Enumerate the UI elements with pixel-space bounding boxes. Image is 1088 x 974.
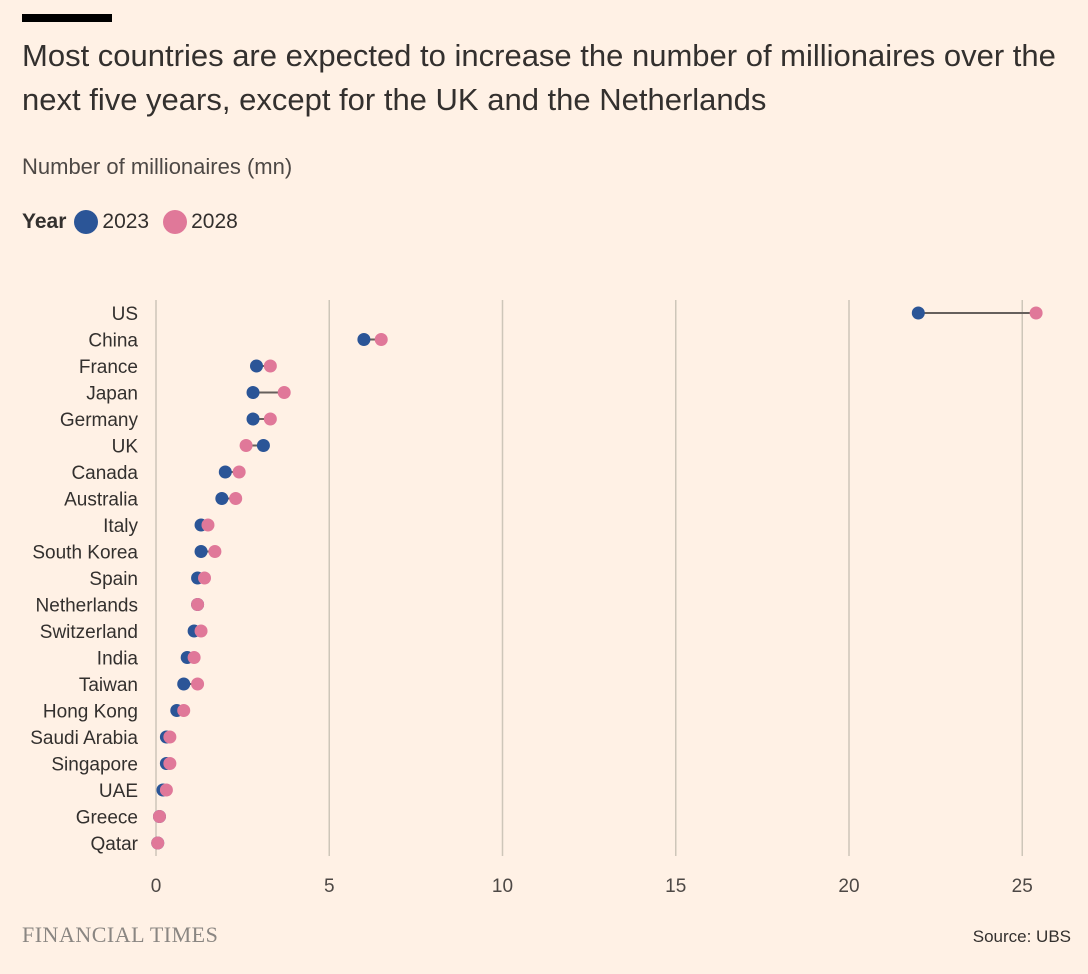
legend-swatch-2028 (163, 210, 188, 234)
point-2028-uk (239, 439, 253, 452)
legend: Year 2023 2028 (22, 210, 252, 234)
point-2028-germany (263, 412, 277, 426)
point-2028-greece (152, 810, 166, 823)
chart-subtitle: Number of millionaires (mn) (22, 154, 293, 179)
point-2023-canada (218, 465, 232, 479)
y-label-qatar: Qatar (90, 834, 138, 855)
x-tick-label: 10 (492, 876, 513, 897)
y-label-saudi-arabia: Saudi Arabia (30, 728, 138, 749)
point-2023-france (249, 359, 263, 373)
point-2028-australia (229, 492, 243, 505)
x-tick-label: 15 (665, 876, 686, 897)
source-note: Source: UBS (972, 927, 1071, 946)
point-2023-japan (246, 386, 260, 399)
y-label-greece: Greece (76, 808, 138, 829)
point-2028-switzerland (194, 624, 208, 638)
point-2028-italy (201, 518, 215, 532)
y-label-germany: Germany (60, 410, 139, 431)
point-2028-india (187, 651, 201, 664)
point-2028-taiwan (191, 677, 205, 691)
y-label-canada: Canada (71, 463, 138, 484)
chart-title: Most countries are expected to increase … (22, 38, 1056, 117)
y-label-india: India (97, 649, 139, 670)
y-label-netherlands: Netherlands (36, 596, 138, 617)
point-2023-taiwan (177, 677, 191, 691)
y-label-us: US (112, 304, 138, 325)
y-label-china: China (88, 331, 138, 352)
y-label-hong-kong: Hong Kong (43, 702, 138, 723)
y-label-uk: UK (112, 437, 139, 458)
x-tick-label: 5 (324, 876, 335, 897)
point-2028-south-korea (208, 545, 222, 558)
point-2028-france (263, 359, 277, 373)
point-2028-netherlands (191, 598, 205, 611)
point-2028-singapore (163, 757, 177, 770)
point-2028-qatar (151, 836, 165, 850)
point-2028-spain (198, 571, 212, 585)
ft-logo: FINANCIAL TIMES (22, 922, 219, 947)
legend-swatch-2023 (74, 210, 99, 234)
y-label-japan: Japan (86, 384, 138, 405)
y-label-uae: UAE (99, 781, 138, 802)
point-2028-china (374, 333, 388, 346)
point-2028-uae (159, 783, 173, 797)
y-label-singapore: Singapore (51, 755, 138, 776)
point-2023-uk (256, 439, 270, 452)
header-rule (22, 14, 112, 22)
y-label-france: France (79, 357, 138, 378)
point-2028-us (1029, 306, 1043, 320)
point-2023-us (911, 306, 925, 320)
point-2028-saudi-arabia (163, 730, 177, 744)
legend-label-2028: 2028 (191, 210, 238, 233)
point-2023-australia (215, 492, 229, 505)
point-2023-germany (246, 412, 260, 426)
point-2028-hong-kong (177, 704, 191, 717)
y-label-taiwan: Taiwan (79, 675, 138, 696)
legend-label-2023: 2023 (102, 210, 150, 233)
y-label-south-korea: South Korea (32, 543, 138, 564)
y-label-australia: Australia (64, 490, 138, 511)
y-label-italy: Italy (103, 516, 138, 537)
point-2023-south-korea (194, 545, 208, 558)
x-tick-label: 0 (151, 876, 162, 897)
point-2028-canada (232, 465, 246, 479)
legend-title: Year (22, 210, 67, 233)
y-label-spain: Spain (89, 569, 138, 590)
point-2023-china (357, 333, 371, 346)
x-tick-label: 20 (838, 876, 859, 897)
x-tick-label: 25 (1012, 876, 1033, 897)
y-label-switzerland: Switzerland (40, 622, 138, 643)
point-2028-japan (277, 386, 291, 399)
